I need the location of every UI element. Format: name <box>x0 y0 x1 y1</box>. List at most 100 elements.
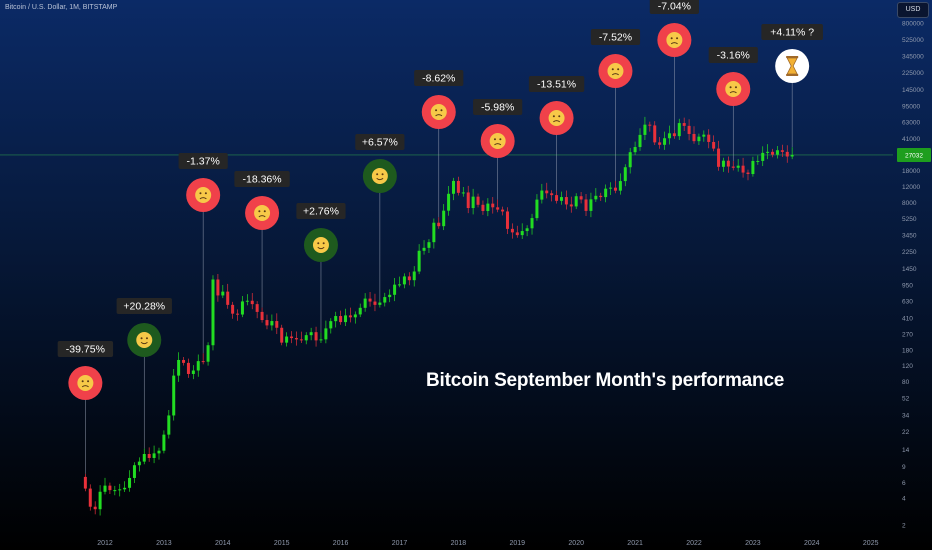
candle <box>348 307 352 323</box>
candle <box>510 223 514 239</box>
candle-body <box>559 197 563 201</box>
candle-body <box>177 359 181 376</box>
candle-body <box>427 242 431 248</box>
candle-body <box>363 298 367 308</box>
candle <box>451 177 455 201</box>
candle-body <box>147 454 151 458</box>
candle <box>785 145 789 163</box>
candle <box>471 188 475 215</box>
candle <box>196 354 200 377</box>
x-tick-label: 2020 <box>568 540 584 547</box>
candle <box>766 144 770 160</box>
emoji-face <box>430 104 447 120</box>
x-tick-label: 2012 <box>97 540 113 547</box>
y-tick-label: 800000 <box>902 21 924 28</box>
candle <box>157 447 161 460</box>
candle-body <box>265 320 269 326</box>
candle <box>491 197 495 214</box>
candle-body <box>790 154 794 157</box>
candle <box>93 501 97 515</box>
candle-body <box>451 180 455 194</box>
candle-body <box>530 218 534 229</box>
candle-body <box>579 196 583 200</box>
candle <box>324 320 328 344</box>
return-label-box <box>57 341 114 357</box>
return-label-box <box>178 153 228 169</box>
candle <box>270 314 274 331</box>
return-label: -13.51% <box>537 79 576 91</box>
candle-body <box>682 123 686 126</box>
candle-body <box>353 314 357 318</box>
x-tick-label: 2024 <box>804 540 820 547</box>
september-marker: +20.28% <box>116 298 172 357</box>
candle <box>707 129 711 149</box>
candle <box>692 126 696 144</box>
candle-body <box>191 370 195 374</box>
candle-body <box>589 199 593 211</box>
candle <box>368 291 372 307</box>
candle-body <box>496 207 500 210</box>
candle-body <box>584 199 588 211</box>
emoji-face <box>666 32 683 48</box>
candle-body <box>594 195 598 200</box>
candle-body <box>766 151 770 153</box>
return-label-box <box>708 47 758 63</box>
candle-body <box>721 160 725 167</box>
candle <box>535 194 539 221</box>
candle <box>373 293 377 312</box>
candle <box>398 276 401 288</box>
candle-body <box>437 222 441 227</box>
candle-body <box>692 133 696 142</box>
candle-body <box>240 301 244 315</box>
return-label-box <box>649 0 699 14</box>
candle-body <box>378 302 382 305</box>
candle <box>226 283 230 309</box>
candle-body <box>471 196 475 209</box>
candle <box>393 278 397 302</box>
x-tick-label: 2019 <box>510 540 526 547</box>
last-price-badge <box>897 147 931 162</box>
candle-body <box>201 361 205 363</box>
candle-body <box>373 301 377 305</box>
return-label: -5.98% <box>481 102 514 114</box>
candle-body <box>358 307 362 315</box>
candle-body <box>113 490 117 492</box>
candle <box>206 342 210 366</box>
candle <box>442 204 446 231</box>
candle <box>132 462 136 484</box>
candle <box>255 301 259 319</box>
september-marker: -39.75% <box>57 341 114 400</box>
y-tick-label: 4 <box>902 496 906 503</box>
september-marker: -1.37% <box>178 153 228 212</box>
candle <box>550 190 554 202</box>
candle-body <box>417 250 421 272</box>
candle-body <box>260 311 264 321</box>
candle-body <box>255 304 259 312</box>
candle <box>275 313 279 335</box>
y-tick-label: 120 <box>902 363 913 370</box>
candle <box>211 275 215 351</box>
candle <box>167 410 171 439</box>
candle <box>672 130 676 139</box>
candle-body <box>103 485 107 492</box>
candle-body <box>545 190 549 194</box>
candle-body <box>540 190 544 200</box>
candle <box>564 190 568 210</box>
x-tick-label: 2013 <box>156 540 172 547</box>
candle <box>628 147 632 174</box>
candle <box>761 146 765 167</box>
currency-badge[interactable]: USD <box>897 2 929 18</box>
y-tick-label: 14 <box>902 447 910 454</box>
candle-body <box>564 197 568 205</box>
candle-body <box>402 276 406 285</box>
candle <box>702 130 706 142</box>
return-label: -1.37% <box>187 156 220 168</box>
candle-body <box>461 192 465 194</box>
candle <box>496 199 500 213</box>
candle-body <box>162 434 166 451</box>
candle-body <box>628 152 632 168</box>
candle-body <box>142 454 146 462</box>
y-tick-label: 3450 <box>902 233 917 240</box>
y-tick-label: 270 <box>902 332 913 339</box>
